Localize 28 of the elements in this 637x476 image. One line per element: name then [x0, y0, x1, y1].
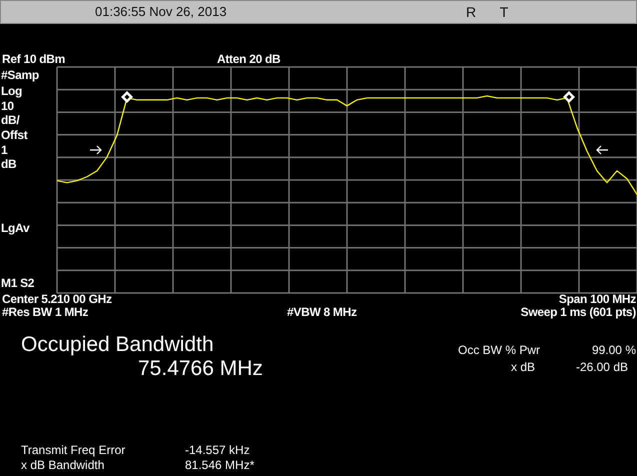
text: 01:36:55 Nov 26, 2013	[95, 4, 227, 20]
text: -26.00 dB	[576, 360, 628, 374]
text: x dB Bandwidth	[21, 458, 104, 472]
text: #Samp	[1, 68, 39, 82]
text: dB	[1, 157, 16, 172]
text: dB/	[1, 113, 20, 128]
text: #VBW 8 MHz	[287, 305, 357, 320]
text: 99.00 %	[592, 343, 636, 358]
text: Offst	[1, 128, 28, 142]
text: 10	[1, 99, 14, 114]
text: R T	[466, 4, 508, 20]
text: 81.546 MHz*	[185, 458, 254, 472]
text: 75.4766 MHz	[138, 357, 263, 380]
text: Transmit Freq Error	[21, 443, 126, 458]
text: Sweep 1 ms (601 pts)	[520, 305, 636, 320]
text: Occupied Bandwidth	[21, 333, 214, 356]
text: x dB	[510, 360, 535, 374]
annotation: Center 5.210 00 GHz	[2, 292, 112, 306]
annotation: Span 100 MHz	[558, 292, 636, 306]
text: M1 S2	[1, 276, 34, 290]
text: -14.557 kHz	[185, 443, 250, 458]
text: Ref 10 dBm	[2, 52, 66, 66]
text: LgAv	[1, 221, 30, 236]
text: #Res BW 1 MHz	[2, 305, 88, 320]
text: Log	[1, 84, 22, 98]
text: 1	[1, 143, 8, 158]
text: Atten 20 dB	[217, 52, 280, 66]
text: Occ BW % Pwr	[458, 343, 540, 358]
